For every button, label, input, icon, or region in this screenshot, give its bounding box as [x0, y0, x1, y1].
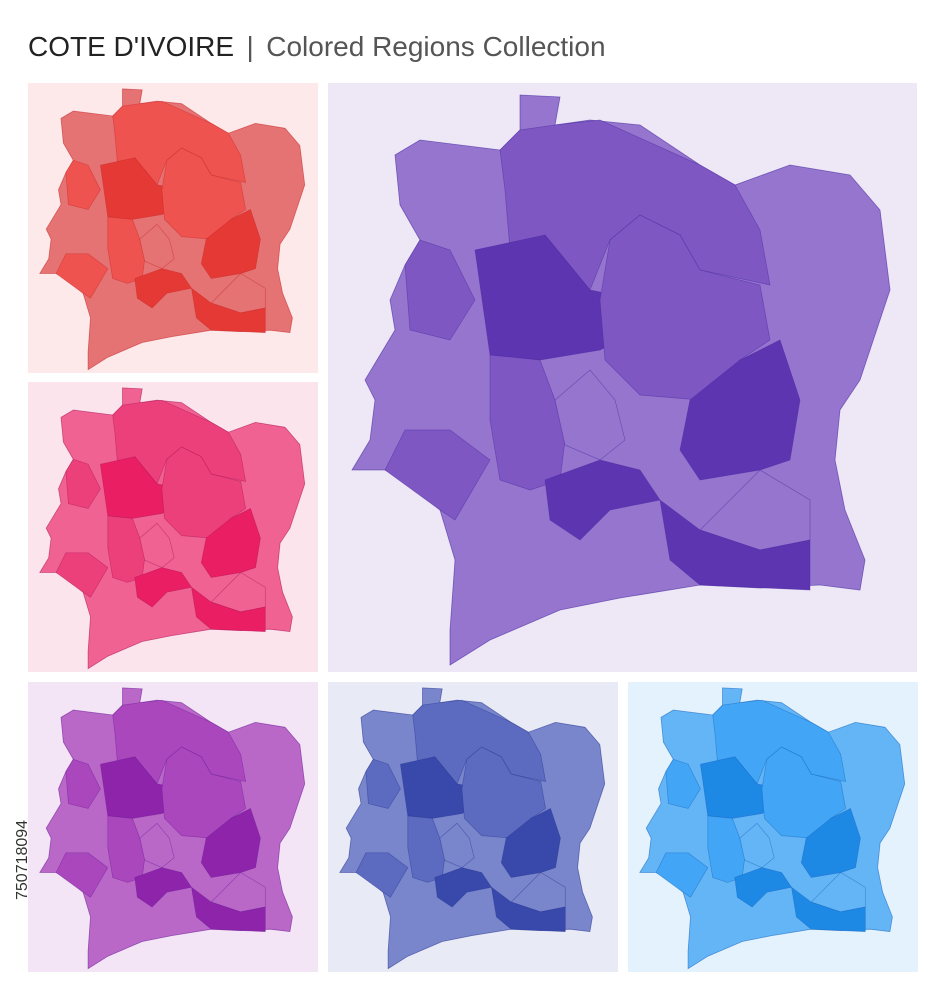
subtitle: Colored Regions Collection [266, 31, 605, 62]
region [161, 446, 246, 539]
stock-id: 750718094 [14, 820, 31, 900]
region [191, 886, 266, 932]
region [55, 552, 109, 598]
region [65, 758, 101, 809]
region [139, 522, 175, 569]
region [161, 147, 246, 240]
panels [28, 83, 918, 972]
region [439, 822, 475, 869]
map-panel [28, 682, 318, 972]
region [355, 852, 409, 898]
region [134, 567, 193, 608]
region [55, 253, 109, 299]
region [679, 339, 801, 481]
region [500, 808, 561, 878]
region [200, 209, 261, 279]
region [734, 867, 793, 908]
map-panel [28, 83, 318, 373]
region [55, 852, 109, 898]
region [800, 808, 861, 878]
title: COTE D'IVOIRE [28, 31, 234, 62]
header: COTE D'IVOIRE | Colored Regions Collecti… [28, 31, 606, 62]
region [134, 268, 193, 309]
region [655, 852, 709, 898]
region [191, 586, 266, 632]
region [491, 886, 566, 932]
region [599, 214, 771, 401]
region [200, 508, 261, 578]
region [461, 746, 546, 839]
region [365, 758, 401, 809]
region [665, 758, 701, 809]
region [134, 867, 193, 908]
region [161, 746, 246, 839]
region [200, 808, 261, 878]
region [404, 239, 476, 341]
region [65, 458, 101, 509]
map-panel [28, 382, 318, 672]
region [554, 369, 626, 461]
region [65, 159, 101, 210]
map-panel [628, 682, 918, 972]
region [434, 867, 493, 908]
region [139, 822, 175, 869]
region [139, 223, 175, 270]
region [659, 499, 811, 591]
region [739, 822, 775, 869]
region [384, 429, 491, 521]
region [191, 287, 266, 333]
map-panel [328, 682, 618, 972]
region [761, 746, 846, 839]
region [791, 886, 866, 932]
region [544, 459, 661, 541]
separator: | [247, 31, 254, 62]
map-panel [328, 83, 917, 672]
